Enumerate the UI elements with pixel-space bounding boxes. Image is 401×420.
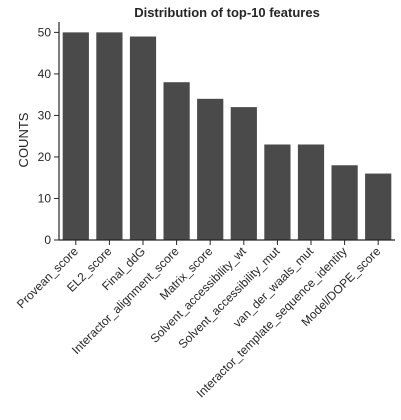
bar-1	[62, 32, 89, 240]
bar-10	[365, 173, 392, 240]
bar-3	[129, 36, 157, 240]
bar-8	[297, 144, 325, 240]
bar-2	[96, 32, 123, 240]
y-axis-label: COUNTS	[16, 112, 31, 167]
x-ticks-group: Provean_scoreEL2_scoreFinal_ddGInteracto…	[14, 240, 384, 400]
y-tick-label: 0	[44, 233, 51, 247]
y-tick-label: 20	[38, 150, 52, 164]
y-tick-label: 50	[38, 25, 52, 39]
bars-group	[62, 32, 392, 241]
y-ticks-group: 0 10 20 30 40 50	[38, 25, 59, 247]
y-tick-label: 40	[38, 67, 52, 81]
bar-9	[331, 165, 358, 240]
bar-5	[197, 98, 224, 240]
y-tick-label: 30	[38, 108, 52, 122]
bar-7	[264, 144, 291, 240]
y-tick-label: 10	[38, 191, 52, 205]
bar-6	[230, 107, 257, 241]
bar-4	[163, 82, 190, 241]
chart-title: Distribution of top-10 features	[134, 5, 320, 20]
